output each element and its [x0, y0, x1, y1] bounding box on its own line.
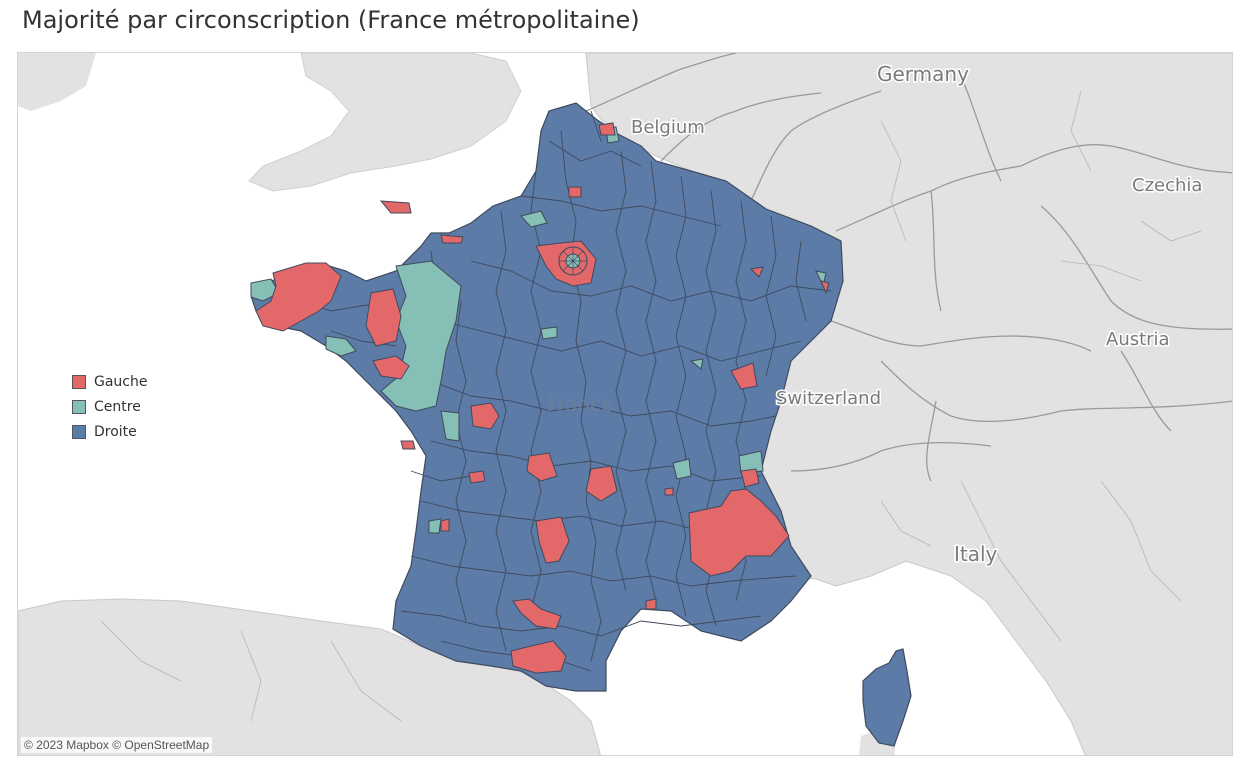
centre-district[interactable] [672, 458, 692, 480]
centre-district[interactable] [738, 450, 764, 474]
gauche-district[interactable] [379, 200, 412, 214]
label-austria: Austria [1106, 329, 1170, 350]
centre-district[interactable] [540, 326, 558, 340]
gauche-district[interactable] [820, 280, 830, 295]
paris-district-lines [559, 247, 587, 275]
gauche-district[interactable] [568, 186, 582, 198]
label-germany: Germany [877, 62, 969, 86]
regional-borders [100, 90, 1202, 722]
gauche-district[interactable] [510, 640, 567, 674]
gauche-district[interactable] [255, 262, 342, 332]
map-canvas[interactable]: Germany Belgium Czechia Austria Switzerl… [18, 53, 1233, 756]
legend: Gauche Centre Droite [72, 369, 147, 444]
corsica[interactable] [862, 648, 912, 747]
legend-label: Droite [94, 423, 137, 440]
gauche-district[interactable] [440, 518, 450, 532]
centre-district[interactable] [250, 278, 280, 302]
label-italy: Italy [954, 542, 998, 566]
legend-item-gauche[interactable]: Gauche [72, 369, 147, 394]
country-labels: Germany Belgium Czechia Austria Switzerl… [630, 61, 1204, 568]
gauche-district[interactable] [688, 488, 790, 577]
gauche-district[interactable] [645, 598, 657, 610]
gauche-district[interactable] [740, 468, 760, 488]
gauche-district[interactable] [512, 598, 562, 630]
centre-district[interactable] [325, 335, 357, 357]
map-view[interactable]: Germany Belgium Czechia Austria Switzerl… [17, 52, 1233, 756]
ireland-land [18, 53, 96, 111]
centre-district[interactable] [689, 358, 704, 370]
label-belgium: Belgium [631, 117, 705, 138]
gauche-district[interactable] [664, 487, 674, 496]
gauche-district[interactable] [526, 452, 558, 482]
gauche-district[interactable] [598, 122, 616, 136]
gauche-district[interactable] [470, 402, 500, 430]
gauche-district[interactable] [372, 355, 410, 380]
centre-district[interactable] [440, 410, 460, 442]
gauche-districts[interactable] [255, 122, 830, 674]
gauche-district[interactable] [585, 465, 618, 502]
legend-swatch-centre [72, 399, 86, 414]
label-czechia: Czechia [1132, 175, 1202, 196]
legend-item-centre[interactable]: Centre [72, 394, 147, 419]
map-attribution[interactable]: © 2023 Mapbox © OpenStreetMap [21, 737, 213, 753]
gauche-district[interactable] [365, 288, 402, 347]
centre-district[interactable] [520, 210, 548, 228]
label-france: France [547, 392, 614, 416]
legend-label: Gauche [94, 373, 148, 390]
centre-district[interactable] [428, 518, 442, 534]
gauche-district[interactable] [535, 516, 570, 564]
gauche-district[interactable] [400, 440, 416, 450]
label-switzerland: Switzerland [776, 388, 881, 409]
page-title: Majorité par circonscription (France mét… [22, 6, 640, 34]
gauche-district[interactable] [468, 470, 486, 484]
great-britain-land [248, 53, 522, 192]
legend-label: Centre [94, 398, 141, 415]
paris-cluster[interactable] [558, 246, 588, 276]
gauche-district[interactable] [749, 266, 764, 278]
gauche-district[interactable] [730, 362, 758, 390]
legend-item-droite[interactable]: Droite [72, 419, 147, 444]
legend-swatch-gauche [72, 374, 86, 389]
gauche-district[interactable] [440, 234, 464, 244]
legend-swatch-droite [72, 424, 86, 439]
country-borders [585, 53, 1232, 482]
